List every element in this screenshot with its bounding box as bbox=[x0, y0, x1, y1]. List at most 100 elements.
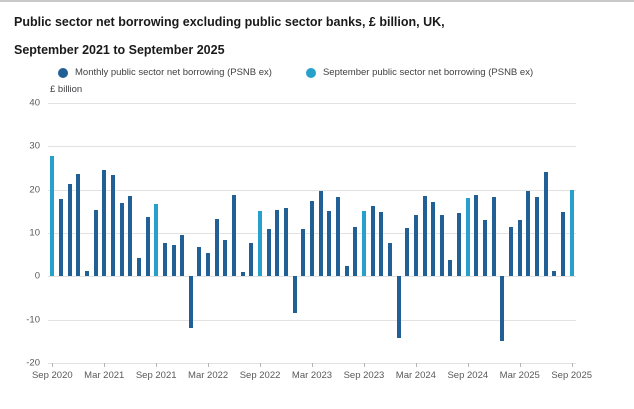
y-tick-label: 0 bbox=[34, 270, 40, 282]
y-tick-label: 20 bbox=[29, 184, 40, 196]
bar-oct-2020 bbox=[58, 199, 63, 277]
bar-apr-2022 bbox=[214, 219, 219, 277]
bar-may-2022 bbox=[223, 239, 228, 277]
x-tick-mark bbox=[363, 363, 365, 367]
bar-sep-2021 bbox=[154, 203, 159, 277]
bar-dec-2023 bbox=[387, 243, 392, 277]
bar-sep-2024 bbox=[465, 198, 470, 277]
bar-jun-2022 bbox=[232, 195, 237, 277]
gridline-y-30 bbox=[48, 146, 576, 148]
bar-sep-2025 bbox=[569, 190, 574, 277]
bar-oct-2022 bbox=[266, 229, 271, 277]
bar-jul-2023 bbox=[344, 265, 349, 277]
legend-item-monthly: Monthly public sector net borrowing (PSN… bbox=[58, 67, 272, 78]
x-tick-label: Mar 2022 bbox=[188, 370, 229, 381]
x-tick-label: Mar 2021 bbox=[84, 370, 125, 381]
bar-mar-2022 bbox=[206, 252, 211, 277]
bar-jul-2021 bbox=[136, 258, 141, 277]
x-tick-mark bbox=[415, 363, 417, 367]
y-tick-label: -20 bbox=[26, 357, 40, 369]
bar-dec-2024 bbox=[491, 197, 496, 277]
bar-may-2023 bbox=[327, 211, 332, 277]
legend-item-september: September public sector net borrowing (P… bbox=[305, 67, 534, 78]
x-tick-label: Sep 2025 bbox=[551, 370, 593, 381]
x-tick-label: Sep 2024 bbox=[447, 370, 489, 381]
bar-jun-2023 bbox=[335, 196, 340, 277]
y-tick-label: 10 bbox=[29, 227, 40, 239]
gridline-y-20 bbox=[48, 189, 576, 191]
x-tick-label: Sep 2020 bbox=[31, 370, 73, 381]
y-axis-label: £ billion bbox=[50, 84, 83, 95]
bar-may-2024 bbox=[431, 202, 436, 277]
x-tick-mark bbox=[104, 363, 106, 367]
bar-feb-2022 bbox=[197, 246, 202, 277]
bar-may-2021 bbox=[119, 202, 124, 277]
bar-nov-2021 bbox=[171, 245, 176, 277]
bar-apr-2025 bbox=[526, 190, 531, 277]
bar-oct-2024 bbox=[474, 195, 479, 277]
bar-dec-2022 bbox=[284, 208, 289, 277]
bar-jun-2025 bbox=[543, 172, 548, 277]
bar-jun-2021 bbox=[128, 195, 133, 277]
bar-apr-2023 bbox=[318, 190, 323, 277]
x-tick-label: Mar 2025 bbox=[499, 370, 540, 381]
bar-mar-2023 bbox=[310, 201, 314, 277]
x-tick-mark bbox=[156, 363, 158, 367]
x-tick-mark bbox=[312, 363, 313, 367]
bar-feb-2024 bbox=[405, 228, 410, 277]
x-tick-label: Sep 2021 bbox=[135, 370, 177, 381]
bar-feb-2023 bbox=[301, 229, 306, 277]
y-tick-label: -10 bbox=[26, 314, 40, 326]
bar-jan-2022 bbox=[188, 276, 193, 329]
chart-title-line1: Public sector net borrowing excluding pu… bbox=[14, 15, 445, 29]
x-tick-label: Sep 2022 bbox=[239, 370, 281, 381]
bar-nov-2023 bbox=[379, 212, 384, 277]
bar-mar-2024 bbox=[413, 215, 418, 277]
bar-jul-2022 bbox=[240, 272, 245, 277]
x-tick-label: Mar 2024 bbox=[395, 370, 436, 381]
x-tick-mark bbox=[571, 363, 573, 367]
bar-mar-2021 bbox=[102, 169, 107, 277]
legend: Monthly public sector net borrowing (PSN… bbox=[58, 67, 533, 78]
bar-aug-2025 bbox=[561, 212, 566, 277]
bar-nov-2024 bbox=[483, 220, 488, 277]
x-tick-mark bbox=[519, 363, 521, 367]
bar-jun-2024 bbox=[439, 215, 444, 277]
gridline-y-0 bbox=[48, 276, 576, 278]
bar-sep-2022 bbox=[258, 210, 263, 277]
bar-jan-2024 bbox=[396, 276, 401, 338]
bar-mar-2025 bbox=[517, 220, 522, 277]
bar-aug-2023 bbox=[353, 227, 358, 277]
y-tick-label: 40 bbox=[29, 97, 40, 109]
bar-nov-2022 bbox=[275, 210, 280, 277]
chart-title: Public sector net borrowing excluding pu… bbox=[14, 8, 614, 64]
x-tick-label: Mar 2023 bbox=[291, 370, 333, 381]
bar-sep-2023 bbox=[361, 210, 366, 277]
bar-dec-2021 bbox=[180, 235, 185, 277]
bar-feb-2025 bbox=[509, 227, 514, 277]
bar-feb-2021 bbox=[93, 209, 98, 277]
x-tick-mark bbox=[52, 363, 54, 367]
bar-sep-2020 bbox=[50, 155, 55, 277]
bar-oct-2021 bbox=[162, 242, 167, 277]
bar-aug-2022 bbox=[249, 242, 254, 277]
september-series-dot-icon bbox=[305, 67, 316, 78]
y-tick-label: 30 bbox=[29, 140, 40, 152]
top-divider bbox=[0, 0, 634, 2]
bar-aug-2021 bbox=[145, 216, 150, 277]
bar-dec-2020 bbox=[76, 174, 81, 277]
gridline-y-40 bbox=[48, 103, 576, 104]
bar-may-2025 bbox=[535, 197, 540, 277]
x-tick-mark bbox=[260, 363, 262, 367]
legend-label-september: September public sector net borrowing (P… bbox=[322, 67, 534, 78]
bar-nov-2020 bbox=[67, 184, 72, 277]
bar-jan-2021 bbox=[84, 270, 89, 277]
bar-jul-2025 bbox=[552, 271, 557, 277]
chart-title-line2: September 2021 to September 2025 bbox=[14, 43, 225, 57]
bar-jul-2024 bbox=[448, 260, 453, 277]
monthly-series-dot-icon bbox=[58, 67, 68, 78]
bar-jan-2023 bbox=[292, 276, 297, 314]
bar-aug-2024 bbox=[457, 213, 462, 277]
